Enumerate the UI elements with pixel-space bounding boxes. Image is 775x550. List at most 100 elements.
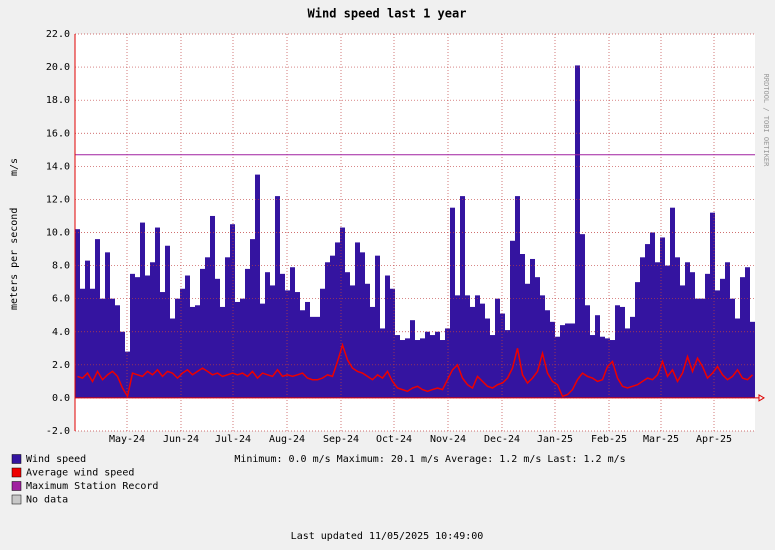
bar [390, 288, 395, 398]
bar [625, 328, 630, 398]
bar [705, 273, 710, 398]
bar [415, 340, 420, 398]
bar [545, 310, 550, 398]
bar [455, 295, 460, 398]
y-tick-label: 8.0 [52, 261, 70, 272]
bar [740, 277, 745, 398]
bar [660, 237, 665, 398]
bar [165, 245, 170, 398]
bar [400, 340, 405, 398]
bar [300, 310, 305, 398]
bar [310, 316, 315, 398]
bar [375, 255, 380, 398]
bar [275, 196, 280, 398]
bar [385, 275, 390, 398]
bar [130, 273, 135, 398]
bar [645, 244, 650, 398]
bar [280, 273, 285, 398]
x-tick-label: Aug-24 [269, 434, 305, 445]
bar [620, 306, 625, 398]
bar [95, 239, 100, 398]
bar [475, 295, 480, 398]
bar [140, 222, 145, 398]
bar [615, 305, 620, 398]
bar [440, 340, 445, 398]
x-axis-arrow [758, 394, 765, 402]
bar [360, 252, 365, 398]
bar [480, 303, 485, 398]
bar [665, 265, 670, 398]
bar [220, 306, 225, 398]
bar [540, 295, 545, 398]
bar [635, 282, 640, 398]
bar [210, 215, 215, 398]
bar [500, 313, 505, 398]
y-tick-label: 12.0 [46, 194, 70, 205]
bar [675, 257, 680, 398]
bar [345, 272, 350, 398]
bar [725, 262, 730, 398]
bar [150, 262, 155, 398]
bar [730, 298, 735, 398]
bar [535, 277, 540, 398]
bar [295, 292, 300, 398]
x-tick-label: May-24 [109, 434, 145, 445]
stats: Minimum: 0.0 m/s Maximum: 20.1 m/s Avera… [234, 454, 625, 465]
bar [315, 316, 320, 398]
x-tick-label: Dec-24 [484, 434, 520, 445]
bar [735, 318, 740, 398]
bar [430, 335, 435, 398]
x-tick-label: Jun-24 [163, 434, 199, 445]
footer: Last updated 11/05/2025 10:49:00 [291, 531, 484, 542]
legend-label: Wind speed [26, 454, 86, 465]
y-tick-label: 10.0 [46, 228, 70, 239]
bar [290, 267, 295, 398]
x-tick-label: Nov-24 [430, 434, 466, 445]
legend-swatch [11, 454, 22, 464]
bar [180, 288, 185, 398]
y-tick-label: 20.0 [46, 62, 70, 73]
bar [285, 290, 290, 398]
bar [555, 336, 560, 398]
bar [100, 298, 105, 398]
bar [75, 229, 80, 398]
bar [80, 288, 85, 398]
bar [585, 305, 590, 398]
bar [700, 298, 705, 398]
legend-swatch [11, 481, 22, 491]
bar [235, 301, 240, 398]
bar [160, 292, 165, 398]
bar [135, 277, 140, 398]
bar [520, 254, 525, 398]
bar [515, 196, 520, 398]
bar [745, 267, 750, 398]
bar [260, 303, 265, 398]
legend-swatch [11, 467, 22, 478]
bar [435, 331, 440, 398]
bar [550, 321, 555, 398]
bar [590, 335, 595, 398]
bar [155, 227, 160, 398]
legend-label: Average wind speed [26, 468, 134, 479]
bar [710, 212, 715, 398]
x-tick-label: Feb-25 [591, 434, 627, 445]
y-tick-label: 0.0 [52, 393, 70, 404]
bar [670, 207, 675, 398]
y-tick-label: 6.0 [52, 294, 70, 305]
bar [240, 298, 245, 398]
bar [125, 351, 130, 398]
bar [350, 285, 355, 398]
bar [340, 227, 345, 398]
bar [120, 331, 125, 398]
bar [470, 306, 475, 398]
bar [595, 315, 600, 398]
bar [680, 285, 685, 398]
bar [245, 268, 250, 398]
y-tick-label: 18.0 [46, 95, 70, 106]
bar [580, 234, 585, 398]
bar [715, 290, 720, 398]
bar [570, 323, 575, 398]
bar [410, 320, 415, 398]
bar [320, 288, 325, 398]
bar [175, 298, 180, 398]
